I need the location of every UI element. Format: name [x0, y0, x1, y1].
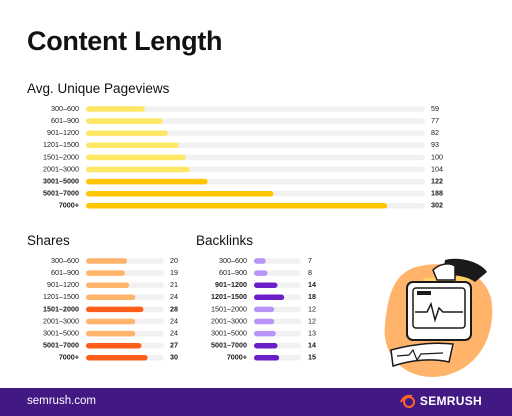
shares-value-label: 28 [170, 304, 178, 313]
pageviews-value-label: 100 [431, 152, 443, 161]
shares-value-label: 24 [170, 316, 178, 325]
shares-bar [86, 306, 144, 313]
backlinks-bar [254, 294, 285, 301]
backlinks-category-label: 300–600 [219, 256, 247, 265]
backlinks-bar [254, 330, 276, 337]
pageviews-category-label: 601–900 [51, 116, 79, 125]
backlinks-category-label: 5001–7000 [211, 341, 247, 350]
backlinks-bar [254, 270, 268, 276]
brand-name: SEMRUSH [419, 394, 482, 408]
pageviews-bar [86, 130, 168, 136]
footer-url-link[interactable]: semrush.com [27, 395, 97, 407]
backlinks-value-label: 8 [308, 268, 312, 277]
pageviews-bar [86, 190, 274, 197]
pageviews-bar-track [86, 106, 425, 112]
shares-bar [86, 318, 136, 325]
pageviews-chart-title: Avg. Unique Pageviews [27, 81, 170, 96]
shares-bar [86, 330, 136, 337]
pageviews-value-label: 93 [431, 140, 439, 149]
shares-bar [86, 270, 125, 276]
pageviews-category-label: 901–1200 [47, 128, 79, 137]
shares-bar [86, 342, 142, 349]
pageviews-value-label: 188 [431, 189, 443, 198]
heart-monitor-illustration-icon [384, 258, 493, 377]
shares-bar [86, 258, 128, 264]
shares-category-label: 901–1200 [47, 280, 79, 289]
pageviews-bar [86, 106, 145, 112]
shares-category-label: 1501–2000 [43, 304, 79, 313]
pageviews-category-label: 3001–5000 [43, 177, 79, 186]
shares-value-label: 24 [170, 329, 178, 338]
brand-logo: SEMRUSH [399, 394, 482, 408]
pageviews-value-label: 77 [431, 116, 439, 125]
shares-bar [86, 294, 136, 301]
pageviews-value-label: 82 [431, 128, 439, 137]
shares-value-label: 30 [170, 353, 178, 362]
backlinks-category-label: 7000+ [227, 353, 247, 362]
shares-chart: 300–600 20 601–900 19 901–1200 21 1201–1500 24 1… [43, 256, 178, 362]
backlinks-category-label: 601–900 [219, 268, 247, 277]
backlinks-value-label: 12 [308, 316, 316, 325]
shares-value-label: 24 [170, 292, 178, 301]
pageviews-category-label: 2001–3000 [43, 164, 79, 173]
backlinks-value-label: 18 [308, 292, 316, 301]
shares-category-label: 5001–7000 [43, 341, 79, 350]
pageviews-category-label: 7000+ [59, 201, 79, 210]
shares-value-label: 20 [170, 256, 178, 265]
backlinks-bar [254, 306, 275, 313]
shares-chart-title: Shares [27, 233, 70, 248]
shares-category-label: 3001–5000 [43, 329, 79, 338]
backlinks-category-label: 3001–5000 [211, 329, 247, 338]
pageviews-value-label: 104 [431, 164, 443, 173]
backlinks-value-label: 7 [308, 256, 312, 265]
backlinks-value-label: 14 [308, 280, 316, 289]
footer-bar: semrush.com SEMRUSH [0, 388, 512, 416]
backlinks-bar-track [254, 258, 301, 264]
pageviews-category-label: 1501–2000 [43, 152, 79, 161]
semrush-flame-icon [399, 394, 415, 408]
backlinks-value-label: 12 [308, 304, 316, 313]
backlinks-bar [254, 342, 278, 349]
backlinks-category-label: 1201–1500 [211, 292, 247, 301]
shares-category-label: 7000+ [59, 353, 79, 362]
pageviews-bar [86, 178, 208, 185]
backlinks-bar [254, 258, 266, 264]
backlinks-bar [254, 282, 278, 288]
backlinks-category-label: 901–1200 [215, 280, 247, 289]
shares-category-label: 601–900 [51, 268, 79, 277]
shares-value-label: 27 [170, 341, 178, 350]
pageviews-value-label: 122 [431, 177, 443, 186]
page-title: Content Length [27, 26, 223, 56]
pageviews-category-label: 300–600 [51, 104, 79, 113]
backlinks-chart: 300–600 7 601–900 8 901–1200 14 1201–1500 18 150… [211, 256, 316, 362]
pageviews-bar [86, 154, 186, 161]
backlinks-bar [254, 355, 280, 361]
pageviews-value-label: 302 [431, 201, 443, 210]
shares-category-label: 2001–3000 [43, 316, 79, 325]
pageviews-category-label: 5001–7000 [43, 189, 79, 198]
shares-category-label: 1201–1500 [43, 292, 79, 301]
bar-charts: 300–600 59 601–900 77 901–1200 82 1201–1500 93 1… [43, 104, 443, 362]
shares-bar [86, 282, 130, 288]
pageviews-bar-track [86, 118, 425, 124]
backlinks-value-label: 13 [308, 329, 316, 338]
pageviews-bar [86, 142, 179, 149]
backlinks-chart-title: Backlinks [196, 233, 254, 248]
shares-value-label: 19 [170, 268, 178, 277]
shares-value-label: 21 [170, 280, 178, 289]
shares-bar [86, 355, 148, 361]
pageviews-chart: 300–600 59 601–900 77 901–1200 82 1201–1500 93 1… [43, 104, 443, 210]
backlinks-value-label: 14 [308, 341, 316, 350]
pageviews-category-label: 1201–1500 [43, 140, 79, 149]
pageviews-bar [86, 166, 190, 173]
shares-category-label: 300–600 [51, 256, 79, 265]
pageviews-value-label: 59 [431, 104, 439, 113]
pageviews-bar [86, 203, 388, 209]
backlinks-category-label: 2001–3000 [211, 316, 247, 325]
backlinks-bar [254, 318, 275, 325]
pageviews-bar-track [86, 130, 425, 136]
pageviews-bar [86, 118, 163, 124]
backlinks-value-label: 15 [308, 353, 316, 362]
backlinks-category-label: 1501–2000 [211, 304, 247, 313]
